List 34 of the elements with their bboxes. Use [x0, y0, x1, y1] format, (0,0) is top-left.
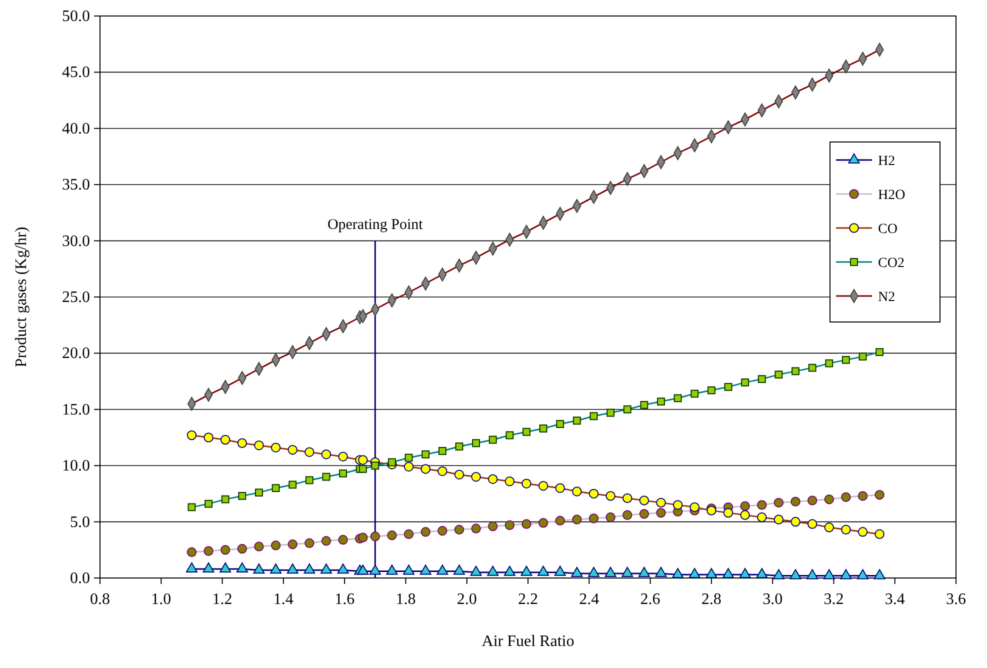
x-axis-title: Air Fuel Ratio: [482, 633, 574, 650]
x-tick-label: 1.0: [151, 591, 172, 608]
y-tick-label: 10.0: [62, 458, 90, 475]
y-tick-label: 30.0: [62, 232, 90, 250]
legend-label: N2: [878, 290, 896, 305]
y-tick-label: 15.0: [62, 401, 90, 418]
x-tick-label: 1.6: [334, 591, 355, 608]
x-tick-label: 1.4: [273, 591, 294, 608]
y-axis-title: Product gases (Kg/hr): [13, 226, 30, 368]
y-tick-label: 40.0: [62, 120, 90, 138]
x-tick-label: 3.2: [824, 591, 844, 608]
x-tick-label: 2.4: [579, 591, 600, 608]
y-tick-label: 45.0: [62, 64, 90, 82]
x-tick-label: 3.0: [762, 591, 783, 608]
legend-label: H2: [878, 154, 896, 169]
x-tick-label: 1.8: [396, 591, 416, 608]
x-tick-label: 2.0: [456, 591, 477, 608]
x-tick-label: 0.8: [90, 591, 110, 608]
y-tick-label: 25.0: [62, 289, 90, 306]
x-tick-label: 3.4: [884, 591, 905, 608]
x-tick-label: 2.8: [701, 591, 722, 608]
legend-label: CO: [878, 222, 898, 237]
y-tick-label: 50.0: [62, 8, 90, 25]
legend-label: H2O: [878, 188, 906, 203]
x-tick-label: 2.2: [518, 591, 538, 608]
x-tick-label: 1.2: [212, 591, 232, 608]
y-tick-label: 5.0: [70, 514, 90, 531]
y-tick-label: 0.0: [70, 570, 90, 587]
y-tick-label: 35.0: [62, 176, 90, 194]
x-tick-label: 3.6: [946, 591, 966, 608]
y-tick-label: 20.0: [62, 345, 90, 362]
x-tick-label: 2.6: [640, 591, 660, 608]
annotation: Operating Point: [327, 216, 424, 233]
legend-label: CO2: [878, 256, 904, 271]
